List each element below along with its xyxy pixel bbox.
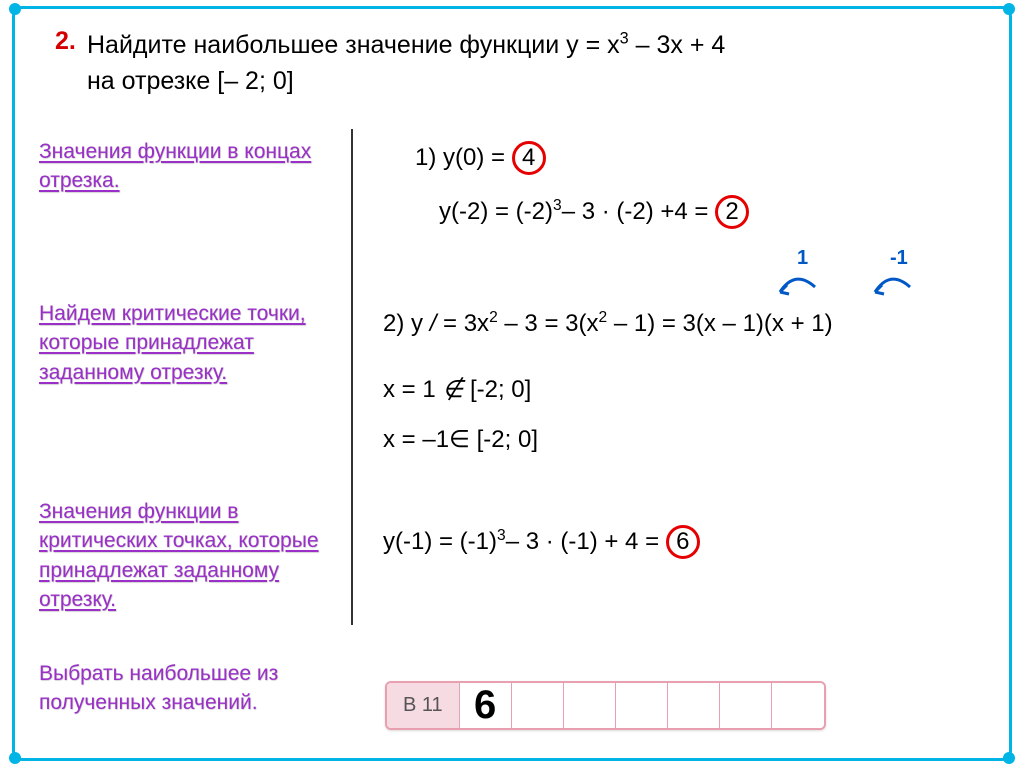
math-line: 1) y(0) = 4	[415, 141, 546, 175]
answer-cell	[616, 683, 668, 728]
eq-deriv-c: – 3 = 3(x	[498, 310, 599, 337]
answer-cell	[564, 683, 616, 728]
x1-int: [-2; 0]	[463, 376, 531, 403]
corner-dot	[9, 752, 21, 764]
answer-cell	[668, 683, 720, 728]
arc-icon	[775, 267, 825, 297]
step4-text: Выбрать наибольшее из полученных значени…	[39, 659, 339, 718]
math-line: y(-1) = (-1)3– 3 · (-1) + 4 = 6	[383, 525, 700, 559]
problem-line2: на отрезке [– 2; 0]	[87, 67, 294, 95]
arc-icon	[870, 267, 920, 297]
answer-cell: 6	[460, 683, 512, 728]
answer-box: В 11 6	[385, 681, 826, 730]
step3-label: Значения функции в критических точках, к…	[39, 497, 339, 615]
step1-label: Значения функции в концах отрезка.	[39, 137, 339, 196]
circled-2: 2	[715, 195, 749, 229]
corner-dot	[9, 3, 21, 15]
step3-text: Значения функции в критических точках, к…	[39, 497, 339, 615]
eq-y0: 1) y(0) =	[415, 144, 512, 171]
exp: 3	[553, 197, 562, 214]
corner-dot	[1003, 3, 1015, 15]
step4-label: Выбрать наибольшее из полученных значени…	[39, 659, 339, 718]
circled-6: 6	[666, 525, 700, 559]
x1-eq: x = 1	[383, 376, 442, 403]
problem-exp: 3	[620, 30, 629, 48]
math-line: x = –1∈ [-2; 0]	[383, 425, 538, 454]
math-line: x = 1 ∉ [-2; 0]	[383, 375, 531, 404]
corner-dot	[1003, 752, 1015, 764]
answer-label: В 11	[387, 683, 460, 728]
step1-text: Значения функции в концах отрезка.	[39, 137, 339, 196]
eq-deriv-a: 2) y	[383, 310, 430, 337]
exp: 2	[598, 309, 607, 326]
exp: 3	[497, 527, 506, 544]
step2-label: Найдем критические точки, которые принад…	[39, 299, 339, 387]
eq-deriv-b: = 3x	[436, 310, 489, 337]
math-line: y(-2) = (-2)3– 3 · (-2) +4 = 2	[439, 195, 749, 229]
vertical-divider	[351, 129, 353, 625]
problem-number: 2.	[55, 27, 76, 56]
problem-line1b: – 3x + 4	[629, 31, 726, 59]
eq-ym1a: y(-1) = (-1)	[383, 528, 497, 555]
slide-frame: 2. Найдите наибольшее значение функции y…	[12, 6, 1012, 761]
answer-cell	[720, 683, 772, 728]
in-symbol: ∈	[449, 426, 470, 453]
eq-ym2a: y(-2) = (-2)	[439, 198, 553, 225]
circled-4: 4	[512, 141, 546, 175]
problem-line1a: Найдите наибольшее значение функции y = …	[87, 31, 620, 59]
xm1-int: [-2; 0]	[470, 426, 538, 453]
xm1-eq: x = –1	[383, 426, 449, 453]
eq-ym2b: – 3 · (-2) +4 =	[562, 198, 715, 225]
problem-text: Найдите наибольшее значение функции y = …	[87, 27, 969, 100]
eq-deriv-d: – 1) = 3(x – 1)(x + 1)	[607, 310, 832, 337]
notin-symbol: ∉	[442, 376, 463, 403]
math-line: 2) y / = 3x2 – 3 = 3(x2 – 1) = 3(x – 1)(…	[383, 309, 833, 338]
eq-ym1b: – 3 · (-1) + 4 =	[506, 528, 666, 555]
step2-text: Найдем критические точки, которые принад…	[39, 299, 339, 387]
answer-cell	[772, 683, 824, 728]
answer-cell	[512, 683, 564, 728]
exp: 2	[489, 309, 498, 326]
